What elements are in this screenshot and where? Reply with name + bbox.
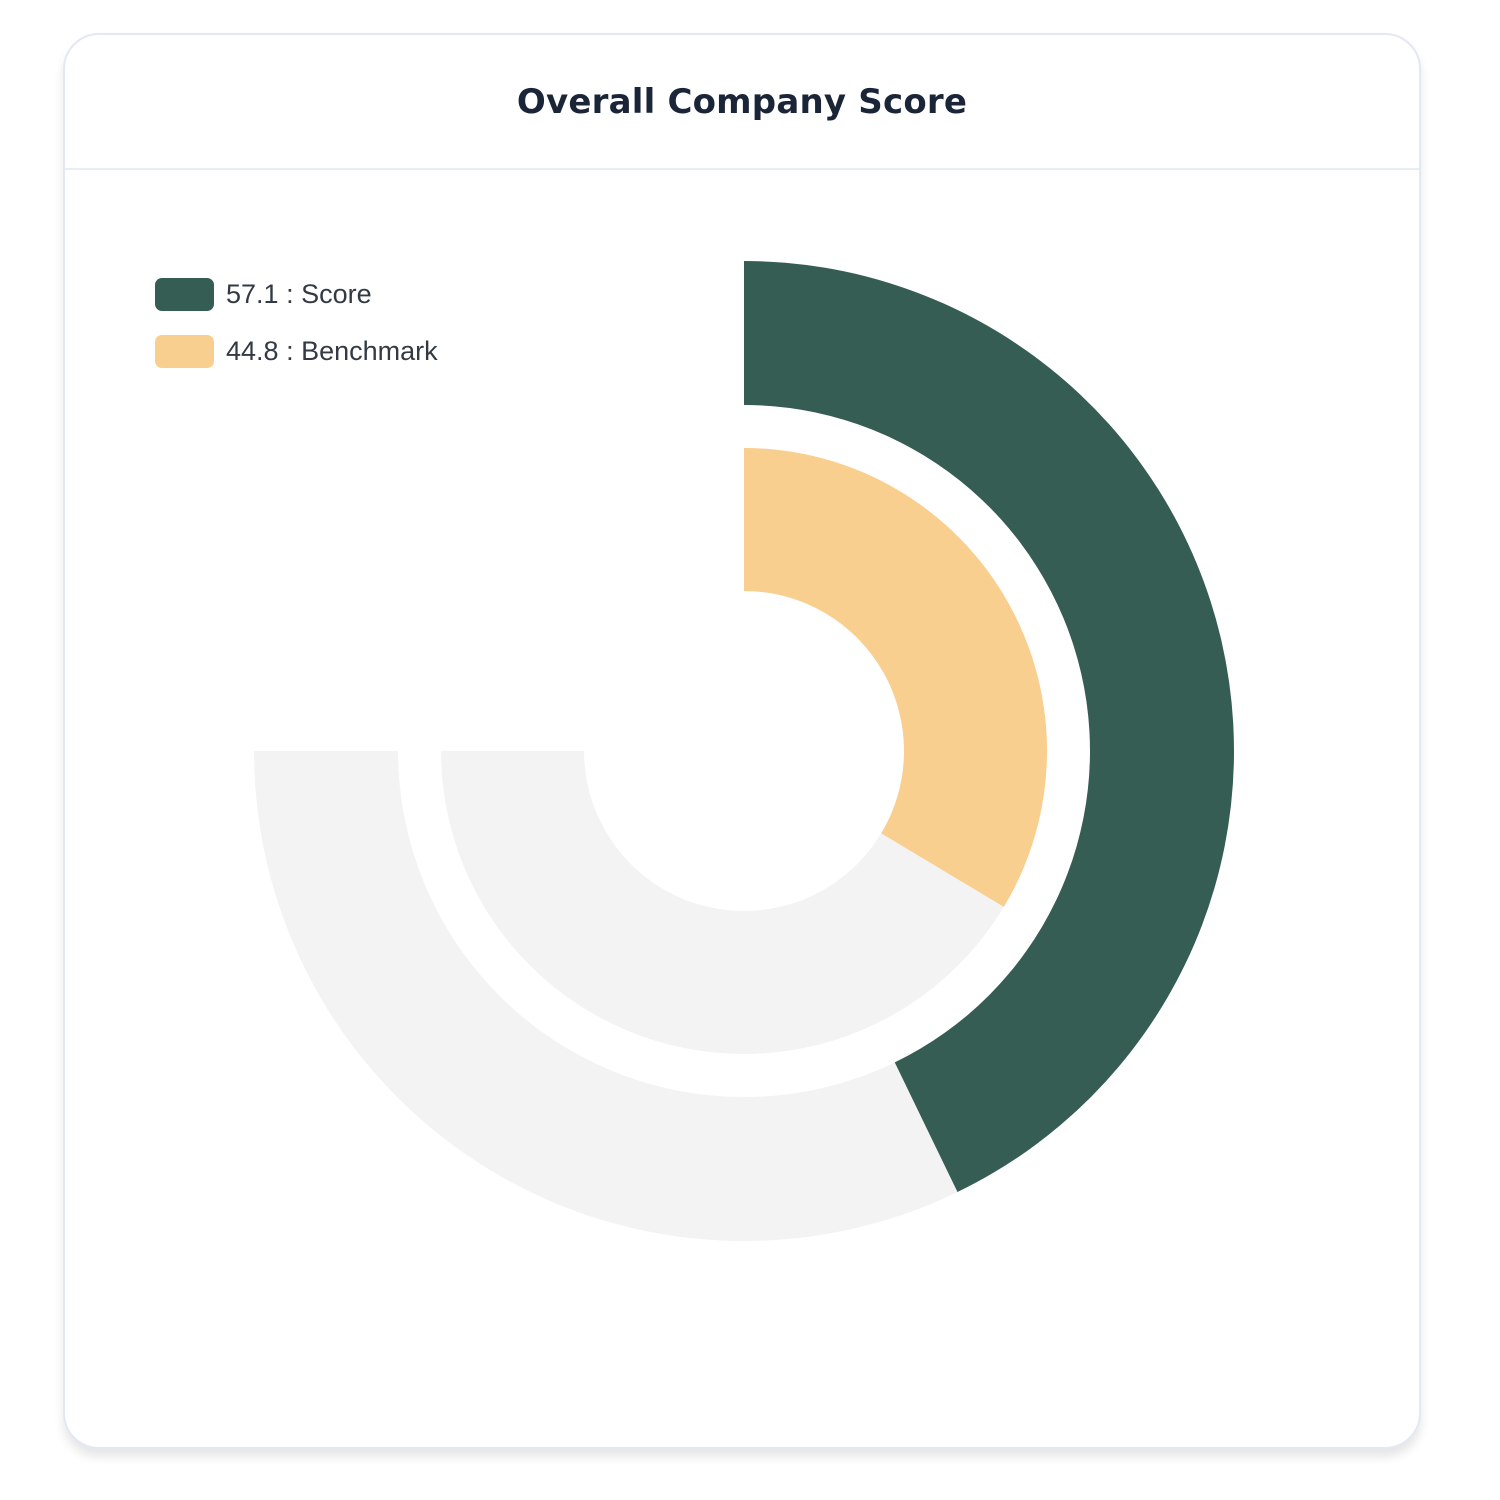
legend-label-score: 57.1 : Score [226,278,372,309]
legend-item-score[interactable]: 57.1 : Score [155,277,438,311]
legend-swatch-benchmark [155,334,214,368]
value-arc-benchmark[interactable] [744,448,1047,907]
chart-legend: 57.1 : Score 44.8 : Benchmark [155,277,438,391]
legend-label-benchmark: 44.8 : Benchmark [226,335,438,366]
chart-card: Overall Company Score 57.1 : Score 44.8 … [63,33,1421,1449]
card-header: Overall Company Score [65,35,1419,170]
legend-item-benchmark[interactable]: 44.8 : Benchmark [155,334,438,368]
chart-title: Overall Company Score [516,81,968,122]
value-arc-score[interactable] [744,261,1234,1193]
legend-swatch-score [155,277,214,311]
radial-chart [254,261,1234,1241]
